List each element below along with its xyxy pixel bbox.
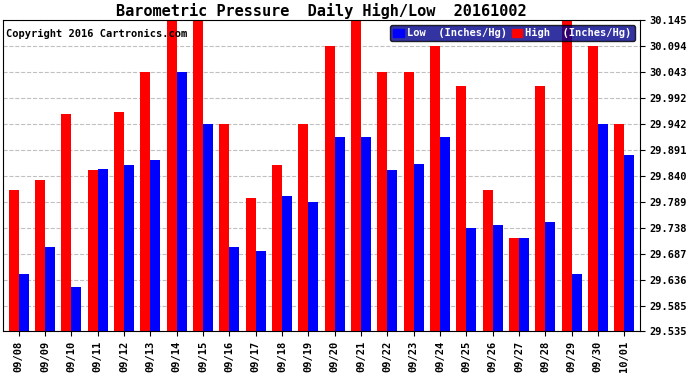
Bar xyxy=(246,198,255,331)
Bar xyxy=(535,86,545,331)
Bar xyxy=(88,171,97,331)
Bar xyxy=(598,123,608,331)
Bar xyxy=(140,72,150,331)
Bar xyxy=(377,72,387,331)
Bar xyxy=(519,238,529,331)
Bar xyxy=(361,137,371,331)
Bar xyxy=(45,247,55,331)
Bar xyxy=(614,123,624,331)
Bar xyxy=(571,274,582,331)
Legend: Low  (Inches/Hg), High  (Inches/Hg): Low (Inches/Hg), High (Inches/Hg) xyxy=(390,25,635,41)
Bar xyxy=(124,165,134,331)
Bar xyxy=(35,180,45,331)
Bar xyxy=(351,20,361,331)
Bar xyxy=(177,72,186,331)
Title: Barometric Pressure  Daily High/Low  20161002: Barometric Pressure Daily High/Low 20161… xyxy=(116,3,526,19)
Bar xyxy=(61,114,71,331)
Bar xyxy=(19,274,28,331)
Bar xyxy=(255,251,266,331)
Bar xyxy=(298,123,308,331)
Bar xyxy=(404,72,413,331)
Bar xyxy=(335,137,344,331)
Bar xyxy=(203,123,213,331)
Bar xyxy=(413,164,424,331)
Bar xyxy=(272,165,282,331)
Bar xyxy=(166,20,177,331)
Bar xyxy=(71,287,81,331)
Bar xyxy=(545,222,555,331)
Bar xyxy=(324,46,335,331)
Bar xyxy=(466,228,476,331)
Bar xyxy=(219,123,229,331)
Text: Copyright 2016 Cartronics.com: Copyright 2016 Cartronics.com xyxy=(6,29,187,39)
Bar xyxy=(456,86,466,331)
Bar xyxy=(150,160,160,331)
Bar xyxy=(308,202,318,331)
Bar xyxy=(193,20,203,331)
Bar xyxy=(430,46,440,331)
Bar xyxy=(114,112,124,331)
Bar xyxy=(482,190,493,331)
Bar xyxy=(562,20,571,331)
Bar xyxy=(440,137,450,331)
Bar xyxy=(8,190,19,331)
Bar xyxy=(509,238,519,331)
Bar xyxy=(588,46,598,331)
Bar xyxy=(387,171,397,331)
Bar xyxy=(624,155,634,331)
Bar xyxy=(282,196,292,331)
Bar xyxy=(493,225,502,331)
Bar xyxy=(97,170,108,331)
Bar xyxy=(229,247,239,331)
